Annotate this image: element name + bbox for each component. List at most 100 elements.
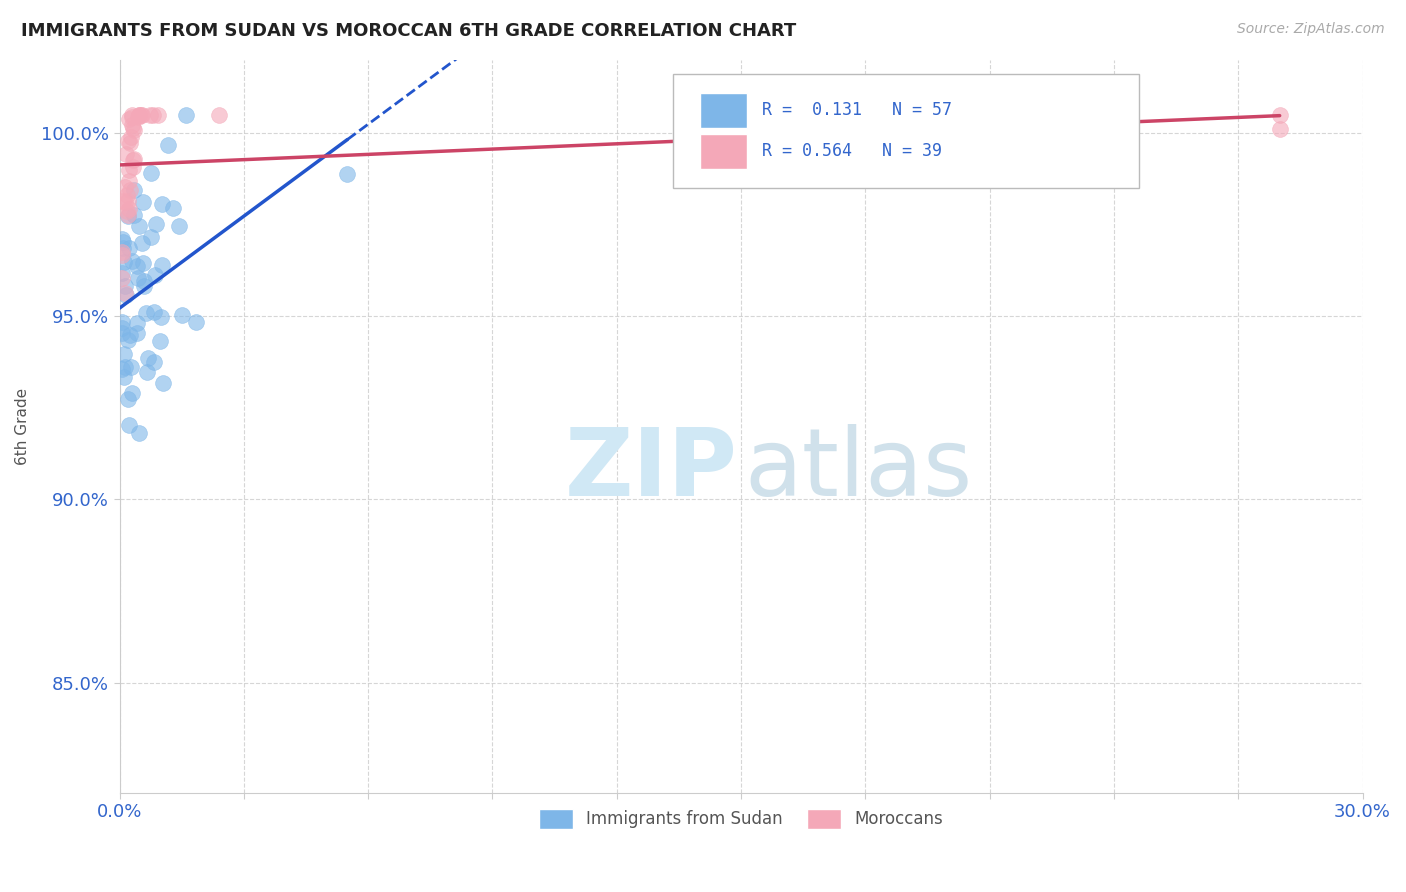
- Point: [142, 107, 165, 121]
- Point: [127, 326, 149, 340]
- Point: [117, 112, 139, 127]
- Point: [132, 274, 155, 288]
- Point: [121, 111, 143, 125]
- Point: [115, 288, 138, 302]
- Point: [170, 308, 193, 322]
- Point: [152, 376, 174, 390]
- Legend: Immigrants from Sudan, Moroccans: Immigrants from Sudan, Moroccans: [533, 802, 949, 836]
- Point: [112, 369, 135, 384]
- Point: [138, 107, 160, 121]
- Point: [115, 187, 138, 202]
- Point: [118, 417, 141, 432]
- Point: [132, 256, 155, 270]
- Point: [132, 194, 155, 209]
- Point: [122, 152, 145, 166]
- Point: [121, 130, 143, 145]
- Point: [136, 351, 159, 365]
- Point: [112, 241, 135, 255]
- Point: [115, 204, 138, 219]
- Point: [122, 208, 145, 222]
- Point: [125, 259, 148, 273]
- Point: [122, 183, 145, 197]
- Point: [114, 194, 136, 209]
- Point: [129, 107, 152, 121]
- Point: [127, 111, 149, 125]
- Point: [110, 315, 132, 329]
- Point: [111, 232, 134, 246]
- Point: [1268, 122, 1291, 136]
- Point: [150, 310, 173, 325]
- Point: [121, 254, 143, 268]
- Point: [167, 219, 190, 234]
- Point: [145, 218, 167, 232]
- Point: [114, 279, 136, 293]
- Point: [110, 247, 132, 261]
- Point: [117, 210, 139, 224]
- Point: [120, 328, 142, 343]
- Point: [174, 107, 197, 121]
- Point: [131, 235, 153, 250]
- Point: [120, 360, 142, 375]
- Point: [117, 208, 139, 222]
- Point: [121, 107, 143, 121]
- Point: [143, 355, 166, 369]
- Point: [117, 333, 139, 347]
- Point: [150, 259, 173, 273]
- Point: [118, 136, 141, 150]
- Point: [118, 202, 141, 217]
- Point: [111, 266, 134, 280]
- Point: [184, 315, 207, 329]
- Point: [110, 244, 132, 259]
- Point: [135, 306, 157, 320]
- Point: [110, 321, 132, 335]
- Point: [117, 134, 139, 148]
- Point: [131, 107, 153, 121]
- Point: [121, 118, 143, 132]
- Point: [118, 173, 141, 187]
- Point: [118, 241, 141, 255]
- Point: [111, 326, 134, 341]
- FancyBboxPatch shape: [672, 74, 1139, 188]
- Point: [146, 107, 169, 121]
- Point: [1268, 107, 1291, 121]
- Point: [122, 160, 145, 174]
- Point: [112, 347, 135, 361]
- Text: IMMIGRANTS FROM SUDAN VS MOROCCAN 6TH GRADE CORRELATION CHART: IMMIGRANTS FROM SUDAN VS MOROCCAN 6TH GR…: [21, 22, 796, 40]
- Point: [122, 123, 145, 137]
- Point: [114, 285, 136, 300]
- Point: [128, 107, 150, 121]
- Point: [117, 194, 139, 208]
- Point: [162, 201, 184, 215]
- Text: ZIP: ZIP: [564, 424, 737, 516]
- Point: [120, 183, 142, 197]
- Point: [114, 359, 136, 374]
- Point: [128, 107, 150, 121]
- Bar: [700, 93, 747, 128]
- Point: [336, 167, 359, 181]
- Point: [208, 107, 231, 121]
- Point: [156, 138, 179, 153]
- Point: [115, 147, 138, 161]
- Point: [136, 365, 159, 379]
- Point: [139, 166, 162, 180]
- Bar: [700, 134, 747, 169]
- Point: [122, 153, 145, 168]
- Point: [149, 334, 172, 348]
- Point: [111, 194, 134, 208]
- Text: R = 0.564   N = 39: R = 0.564 N = 39: [762, 142, 942, 161]
- Text: R =  0.131   N = 57: R = 0.131 N = 57: [762, 101, 952, 120]
- Point: [110, 361, 132, 376]
- Point: [142, 305, 165, 319]
- Point: [127, 316, 149, 330]
- Text: Source: ZipAtlas.com: Source: ZipAtlas.com: [1237, 22, 1385, 37]
- Point: [117, 392, 139, 406]
- Point: [121, 385, 143, 400]
- Point: [128, 425, 150, 440]
- Point: [150, 196, 173, 211]
- Point: [134, 279, 156, 293]
- Point: [114, 180, 136, 194]
- Point: [122, 120, 145, 135]
- Point: [110, 271, 132, 285]
- Point: [127, 271, 149, 285]
- Y-axis label: 6th Grade: 6th Grade: [15, 387, 30, 465]
